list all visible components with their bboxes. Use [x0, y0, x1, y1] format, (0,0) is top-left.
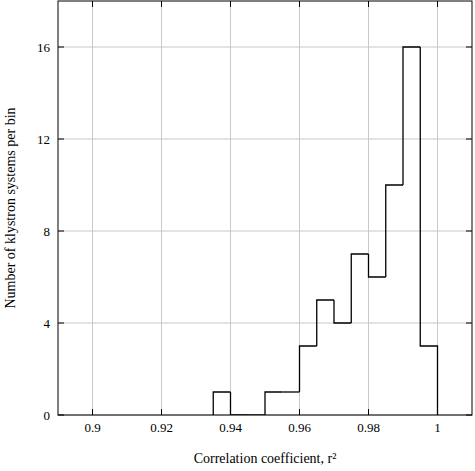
x-tick [92, 409, 93, 415]
y-tick-label: 8 [44, 224, 51, 239]
histogram-bar [403, 47, 420, 185]
x-tick-top [92, 1, 93, 7]
x-grid-line [92, 1, 93, 415]
bars [213, 47, 437, 415]
y-tick-label: 0 [44, 408, 51, 423]
x-tick [299, 409, 300, 415]
x-tick-label: 0.96 [288, 420, 311, 435]
histogram-bar [369, 254, 386, 277]
x-tick [161, 409, 162, 415]
histogram-bar [317, 300, 334, 346]
histogram-bar [231, 392, 248, 415]
y-tick-label: 4 [44, 316, 51, 331]
x-tick-top [299, 1, 300, 7]
x-tick-label: 0.98 [357, 420, 380, 435]
x-tick-label: 1 [434, 420, 441, 435]
y-tick-right [466, 231, 472, 232]
y-tick [58, 231, 64, 232]
x-tick-top [161, 1, 162, 7]
x-grid-line [230, 1, 231, 415]
y-tick-label: 12 [37, 132, 50, 147]
histogram-bar [213, 392, 230, 415]
y-tick-right [466, 415, 472, 416]
histogram-bar [282, 391, 299, 392]
y-tick-label: 16 [37, 40, 51, 55]
y-tick [58, 47, 64, 48]
x-axis-label: Correlation coefficient, r² [194, 451, 337, 466]
x-tick-label: 0.94 [219, 420, 242, 435]
histogram-bar [386, 185, 403, 277]
chart-container: 0.9 0.92 0.94 0.96 0.98 1 0 4 8 12 16 Correlation c… [0, 0, 475, 471]
y-grid-line [58, 323, 472, 324]
y-tick [58, 139, 64, 140]
y-tick [58, 323, 64, 324]
x-tick-top [437, 1, 438, 7]
chart-svg: 0.9 0.92 0.94 0.96 0.98 1 0 4 8 12 16 Correlation c… [0, 0, 475, 471]
y-tick-right [466, 47, 472, 48]
x-tick [230, 409, 231, 415]
x-grid-line [368, 1, 369, 415]
x-tick-label: 0.9 [84, 420, 100, 435]
y-tick-right [466, 139, 472, 140]
x-tick [368, 409, 369, 415]
y-grid-line [58, 139, 472, 140]
x-tick-top [230, 1, 231, 7]
y-axis-label: Number of klystron systems per bin [3, 107, 18, 308]
x-tick [437, 409, 438, 415]
histogram-bar [351, 254, 368, 323]
histogram-bar [420, 47, 437, 415]
x-grid-line [161, 1, 162, 415]
x-tick-top [368, 1, 369, 7]
histogram-bar [265, 392, 282, 415]
histogram-bar [334, 300, 351, 323]
y-tick [58, 415, 64, 416]
x-tick-label: 0.92 [150, 420, 173, 435]
y-tick-right [466, 323, 472, 324]
y-grid-line [58, 231, 472, 232]
plot-frame [58, 1, 472, 415]
histogram-bar [300, 346, 317, 392]
